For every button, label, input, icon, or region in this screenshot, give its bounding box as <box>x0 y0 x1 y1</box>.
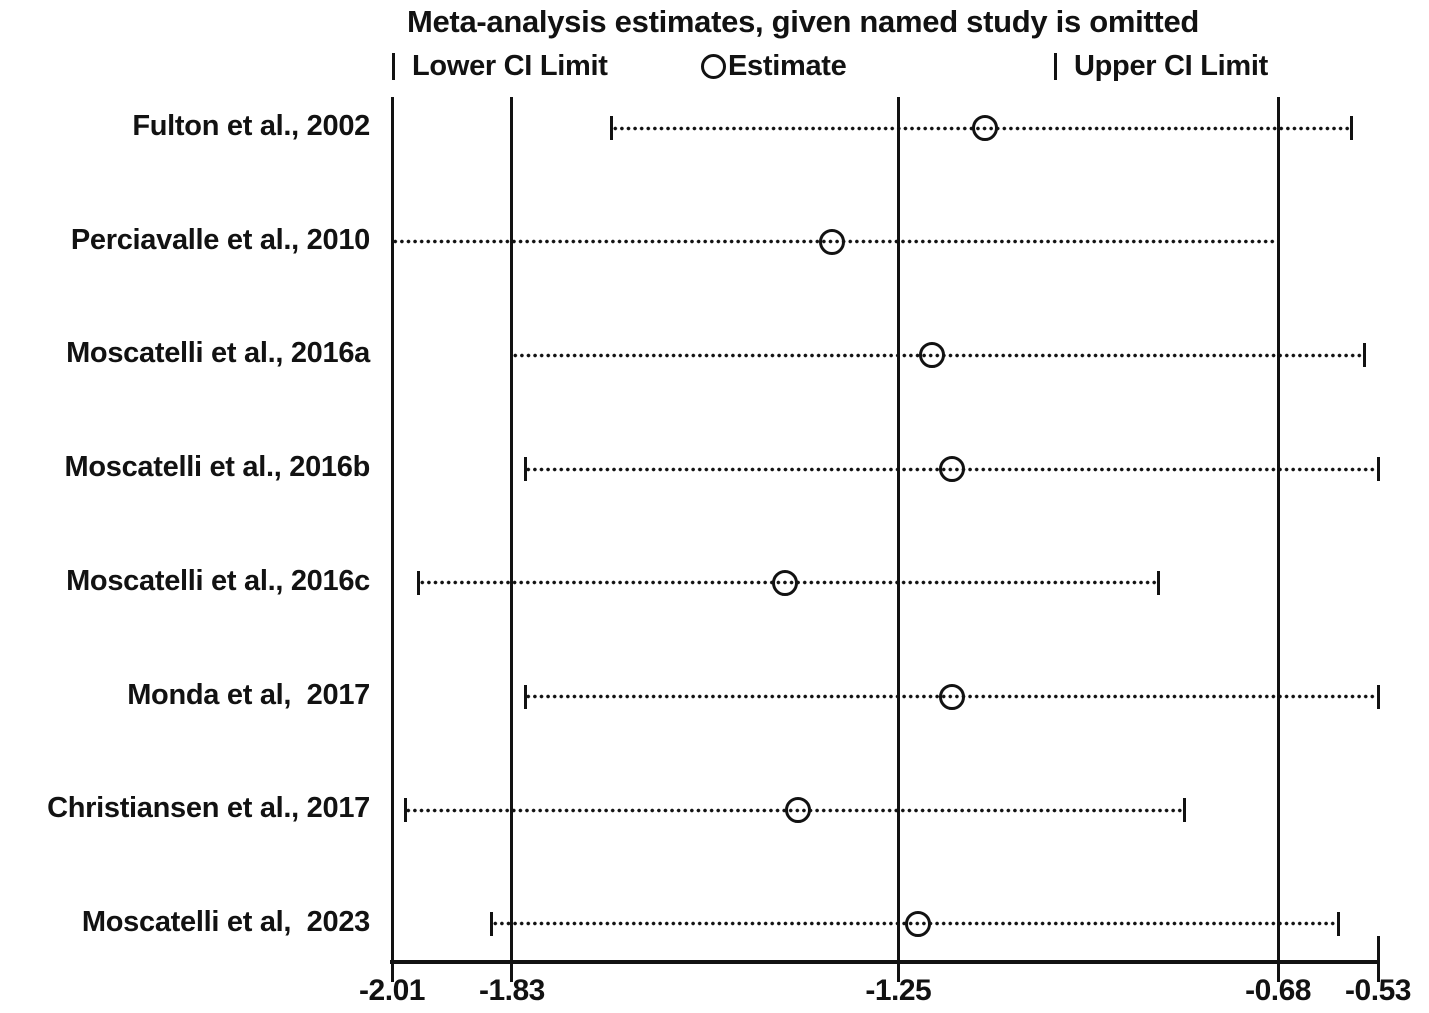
legend-upper-ci: Upper CI Limit <box>1054 48 1268 84</box>
estimate-marker <box>938 683 965 710</box>
legend-upper-label: Upper CI Limit <box>1074 49 1268 82</box>
x-axis-tick <box>390 964 394 982</box>
ci-lower-tick <box>403 798 407 823</box>
x-tick-label: -2.01 <box>359 974 425 1007</box>
study-label: Christiansen et al., 2017 <box>47 792 370 825</box>
x-axis-line <box>390 960 1380 964</box>
ci-upper-tick <box>1363 343 1367 368</box>
legend-estimate: Estimate <box>701 48 847 84</box>
ci-lower-tick <box>490 911 494 936</box>
x-axis-tick <box>1276 964 1280 982</box>
x-tick-label: -1.25 <box>865 974 932 1007</box>
ci-lower-tick <box>390 229 394 254</box>
reference-line <box>510 97 514 964</box>
axis-end-stub <box>1376 936 1380 962</box>
study-label: Moscatelli et al., 2016b <box>64 451 371 484</box>
estimate-marker <box>938 456 965 483</box>
x-axis-tick <box>510 964 514 982</box>
ci-lower-tick <box>610 116 614 140</box>
x-axis-tick <box>896 964 900 982</box>
ci-upper-tick <box>1376 457 1380 482</box>
legend-estimate-label: Estimate <box>728 49 847 82</box>
reference-line <box>896 97 900 964</box>
ci-lower-tick <box>523 684 527 709</box>
ci-upper-tick <box>1276 229 1280 254</box>
estimate-marker <box>818 228 845 255</box>
upper-ci-tick-icon <box>1054 52 1057 80</box>
estimate-marker <box>905 910 932 937</box>
estimate-marker <box>785 797 812 824</box>
study-label: Fulton et al., 2002 <box>132 110 370 142</box>
study-label: Perciavalle et al., 2010 <box>70 223 370 256</box>
estimate-circle-icon <box>701 53 726 79</box>
ci-lower-tick <box>523 457 527 482</box>
ci-upper-tick <box>1376 684 1380 709</box>
ci-lower-tick <box>417 570 421 595</box>
estimate-marker <box>772 569 799 596</box>
x-tick-label: -0.68 <box>1245 974 1312 1007</box>
reference-line <box>1276 97 1280 964</box>
lower-ci-tick-icon <box>392 52 395 80</box>
study-label: Moscatelli et al, 2023 <box>81 905 370 938</box>
x-axis-tick <box>1376 964 1380 982</box>
ci-upper-tick <box>1336 911 1340 936</box>
ci-lower-tick <box>510 343 514 368</box>
ci-upper-tick <box>1156 570 1160 595</box>
chart-title: Meta-analysis estimates, given named stu… <box>406 4 1200 39</box>
estimate-marker <box>918 342 945 369</box>
reference-line <box>390 97 394 964</box>
estimate-marker <box>971 115 998 141</box>
study-label: Monda et al, 2017 <box>127 678 370 711</box>
study-label: Moscatelli et al., 2016a <box>66 337 370 370</box>
ci-upper-tick <box>1349 116 1353 140</box>
legend-lower-label: Lower CI Limit <box>412 49 608 82</box>
legend-lower-ci: Lower CI Limit <box>392 48 608 84</box>
x-tick-label: -0.53 <box>1345 974 1411 1007</box>
study-label: Moscatelli et al., 2016c <box>66 564 370 597</box>
ci-upper-tick <box>1183 798 1187 823</box>
x-tick-label: -1.83 <box>478 974 545 1007</box>
